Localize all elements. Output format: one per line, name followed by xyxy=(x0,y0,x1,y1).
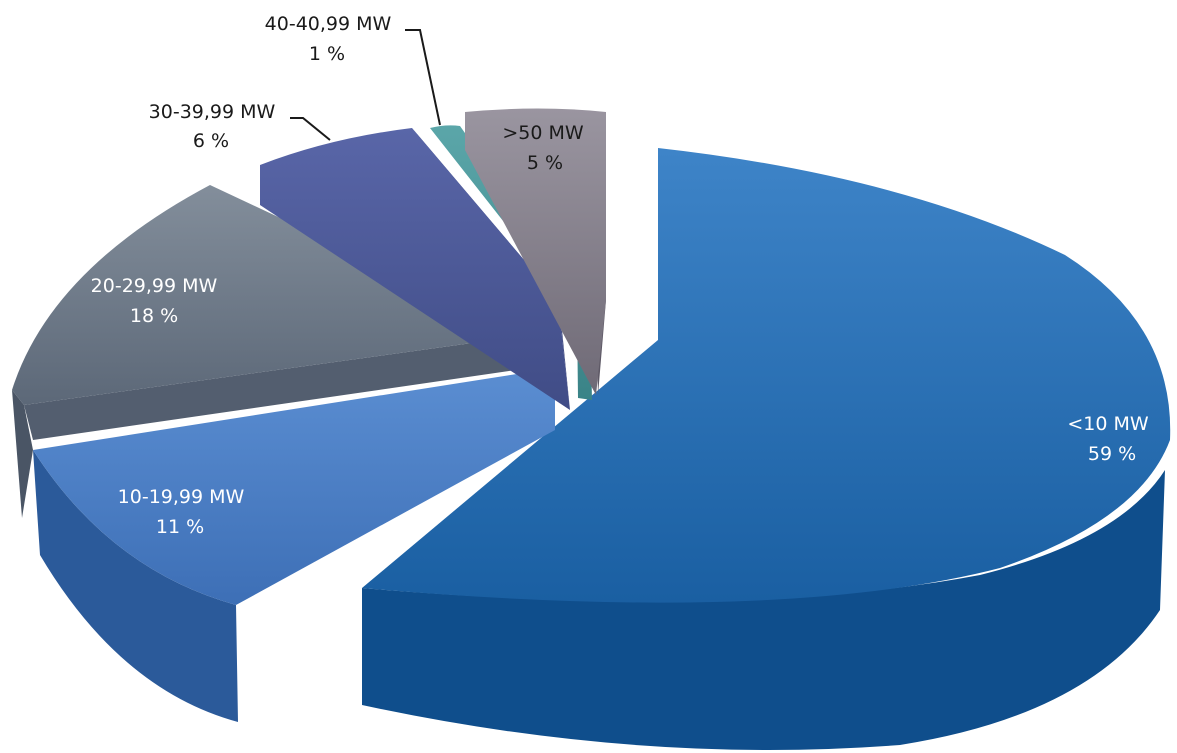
pie-slice-1-side xyxy=(33,450,238,722)
slice-label-5: >50 MW 5 % xyxy=(502,122,584,174)
pie-slice-0 xyxy=(362,148,1171,750)
slice-label-4-percent: 1 % xyxy=(309,43,345,65)
slice-label-0-percent: 59 % xyxy=(1088,443,1136,465)
pie-slice-2-side xyxy=(12,390,33,518)
pie-slice-2 xyxy=(12,185,530,518)
slice-label-1-name: 10-19,99 MW xyxy=(118,486,245,508)
pie-slice-2-top xyxy=(12,185,530,405)
pie-slice-3 xyxy=(260,128,570,410)
slice-label-2: 20-29,99 MW 18 % xyxy=(91,275,218,327)
slice-label-3-percent: 6 % xyxy=(193,130,229,152)
pie-slice-5 xyxy=(465,108,606,395)
pie-slice-3-top xyxy=(260,128,570,410)
pie-slice-1 xyxy=(33,368,555,722)
slice-label-5-name: >50 MW xyxy=(502,122,584,144)
pie-slice-5-top xyxy=(465,108,606,395)
leader-line-slice-3 xyxy=(290,117,331,141)
slice-label-0: <10 MW 59 % xyxy=(1067,413,1149,465)
slice-label-2-name: 20-29,99 MW xyxy=(91,275,218,297)
slice-label-4: 40-40,99 MW 1 % xyxy=(265,13,392,65)
pie-slice-0-top xyxy=(362,148,1171,603)
slice-label-5-percent: 5 % xyxy=(527,152,563,174)
slice-label-2-percent: 18 % xyxy=(130,305,178,327)
slice-label-0-name: <10 MW xyxy=(1067,413,1149,435)
slice-label-3: 30-39,99 MW 6 % xyxy=(149,101,276,152)
slice-label-4-name: 40-40,99 MW xyxy=(265,13,392,35)
slice-label-1: 10-19,99 MW 11 % xyxy=(118,486,245,538)
slice-label-1-percent: 11 % xyxy=(156,516,204,538)
leader-line-slice-4 xyxy=(405,29,441,126)
pie-slice-0-side xyxy=(362,470,1165,750)
slice-label-3-name: 30-39,99 MW xyxy=(149,101,276,123)
pie-slice-1-top xyxy=(33,368,555,605)
pie-slice-2-face xyxy=(24,335,530,440)
